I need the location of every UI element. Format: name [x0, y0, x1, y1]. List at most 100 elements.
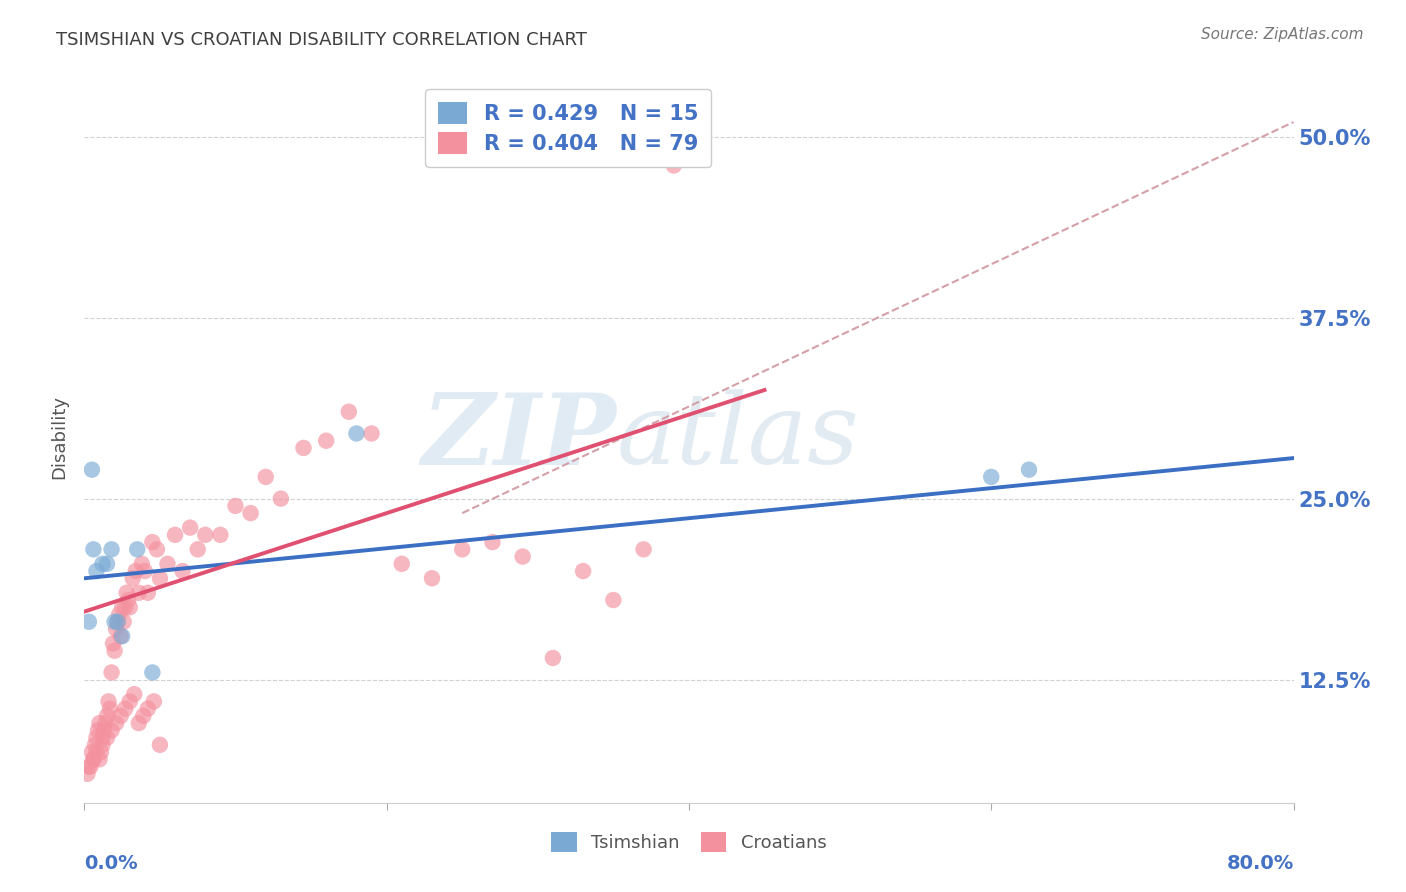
- Point: [100, 665, 122, 680]
- Point: [80, 463, 103, 477]
- Point: [108, 607, 131, 622]
- Point: [254, 470, 277, 484]
- Point: [114, 600, 136, 615]
- Point: [451, 542, 474, 557]
- Point: [121, 571, 143, 585]
- Point: [97, 694, 120, 708]
- Point: [209, 528, 232, 542]
- Point: [172, 564, 194, 578]
- Point: [292, 441, 315, 455]
- Point: [96, 557, 118, 571]
- Point: [360, 426, 382, 441]
- Point: [1018, 463, 1040, 477]
- Point: [91, 731, 114, 745]
- Point: [77, 615, 100, 629]
- Point: [101, 636, 124, 650]
- Point: [187, 542, 209, 557]
- Point: [337, 405, 360, 419]
- Point: [980, 470, 1002, 484]
- Point: [93, 723, 115, 738]
- Point: [127, 542, 149, 557]
- Point: [82, 752, 104, 766]
- Point: [79, 759, 101, 773]
- Point: [107, 615, 129, 629]
- Point: [94, 716, 117, 731]
- Point: [104, 615, 127, 629]
- Point: [91, 738, 114, 752]
- Text: 80.0%: 80.0%: [1226, 854, 1294, 873]
- Point: [100, 542, 122, 557]
- Point: [134, 564, 156, 578]
- Point: [104, 644, 127, 658]
- Point: [115, 586, 138, 600]
- Point: [122, 687, 145, 701]
- Point: [76, 767, 98, 781]
- Point: [179, 520, 201, 534]
- Point: [391, 557, 413, 571]
- Point: [89, 752, 111, 766]
- Text: Source: ZipAtlas.com: Source: ZipAtlas.com: [1201, 27, 1364, 42]
- Point: [315, 434, 337, 448]
- Point: [91, 557, 114, 571]
- Text: 0.0%: 0.0%: [84, 854, 138, 873]
- Point: [141, 535, 163, 549]
- Point: [118, 694, 141, 708]
- Point: [132, 709, 155, 723]
- Point: [98, 701, 121, 715]
- Point: [87, 723, 110, 738]
- Point: [125, 564, 148, 578]
- Point: [128, 716, 150, 731]
- Point: [107, 615, 129, 629]
- Point: [117, 593, 139, 607]
- Point: [77, 759, 100, 773]
- Point: [141, 665, 163, 680]
- Point: [225, 499, 247, 513]
- Point: [82, 542, 104, 557]
- Point: [346, 426, 368, 441]
- Point: [110, 709, 132, 723]
- Point: [541, 651, 564, 665]
- Point: [111, 600, 134, 615]
- Point: [82, 752, 104, 766]
- Point: [270, 491, 292, 506]
- Point: [111, 629, 134, 643]
- Point: [662, 159, 685, 173]
- Legend: Tsimshian, Croatians: Tsimshian, Croatians: [544, 825, 834, 860]
- Point: [105, 716, 128, 731]
- Y-axis label: Disability: Disability: [51, 395, 69, 479]
- Point: [142, 694, 165, 708]
- Text: TSIMSHIAN VS CROATIAN DISABILITY CORRELATION CHART: TSIMSHIAN VS CROATIAN DISABILITY CORRELA…: [56, 31, 588, 49]
- Point: [156, 557, 179, 571]
- Point: [602, 593, 624, 607]
- Point: [86, 731, 108, 745]
- Text: atlas: atlas: [616, 390, 859, 484]
- Point: [90, 745, 112, 759]
- Point: [84, 738, 107, 752]
- Point: [572, 564, 595, 578]
- Point: [194, 528, 217, 542]
- Point: [86, 564, 108, 578]
- Point: [131, 557, 153, 571]
- Point: [165, 528, 187, 542]
- Point: [105, 622, 128, 636]
- Point: [136, 586, 159, 600]
- Point: [96, 709, 118, 723]
- Point: [420, 571, 443, 585]
- Point: [149, 738, 172, 752]
- Point: [89, 716, 111, 731]
- Point: [100, 723, 122, 738]
- Point: [112, 615, 135, 629]
- Point: [114, 701, 136, 715]
- Point: [110, 629, 132, 643]
- Text: ZIP: ZIP: [422, 389, 616, 485]
- Point: [512, 549, 534, 564]
- Point: [128, 586, 150, 600]
- Point: [118, 600, 141, 615]
- Point: [149, 571, 172, 585]
- Point: [146, 542, 169, 557]
- Point: [633, 542, 655, 557]
- Point: [481, 535, 503, 549]
- Point: [239, 506, 262, 520]
- Point: [86, 745, 108, 759]
- Point: [80, 745, 103, 759]
